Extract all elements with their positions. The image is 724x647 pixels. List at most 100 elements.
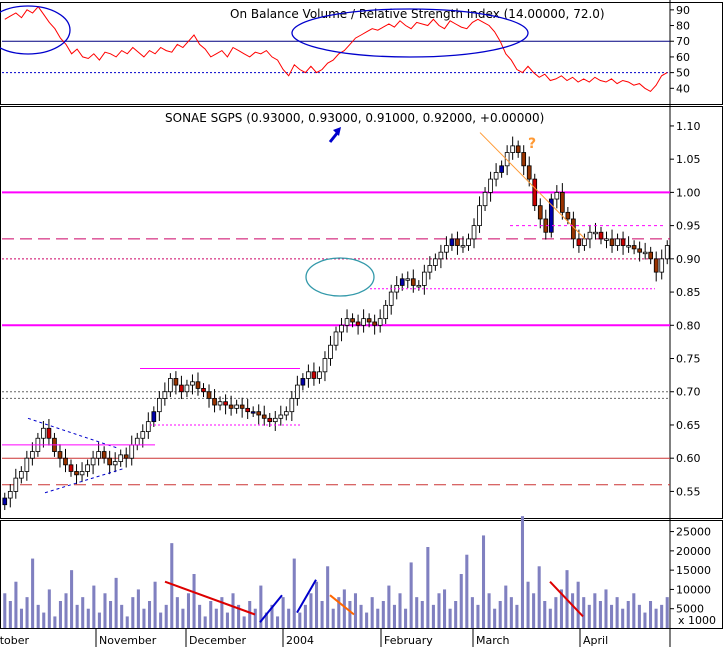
price-candle	[234, 399, 239, 414]
price-candle	[560, 183, 565, 220]
volume-bar	[42, 612, 46, 628]
price-candle	[631, 240, 637, 255]
volume-bar	[175, 597, 179, 628]
price-candle	[2, 492, 8, 511]
price-candle	[112, 452, 118, 473]
price-tick-label: 0.95	[676, 220, 701, 233]
price-candle	[123, 447, 129, 468]
volume-bar	[114, 577, 118, 628]
volume-bar	[571, 593, 575, 628]
price-candle	[543, 209, 549, 240]
volume-bar	[253, 608, 257, 628]
price-tick-label: 0.80	[676, 319, 701, 332]
downtrend-line	[479, 132, 586, 240]
price-ellipse-annotation	[305, 257, 375, 297]
volume-bar	[131, 597, 135, 628]
volume-tick-label: 5000	[676, 603, 704, 616]
volume-bar	[81, 597, 85, 628]
price-tick-label: 1.10	[676, 120, 701, 133]
volume-bar	[415, 597, 419, 628]
volume-bar	[58, 601, 62, 628]
volume-down-trendline	[164, 580, 256, 616]
volume-bar	[298, 612, 302, 628]
volume-bar	[621, 608, 625, 628]
price-candle	[24, 450, 30, 481]
volume-bar	[660, 604, 664, 628]
volume-bar	[326, 566, 330, 628]
price-title: SONAE SGPS (0.93000, 0.93000, 0.91000, 0…	[165, 111, 544, 125]
volume-tick-label: 15000	[676, 564, 711, 577]
volume-bar	[342, 589, 346, 628]
volume-bar	[225, 612, 229, 628]
price-candle	[510, 136, 515, 160]
price-candle	[46, 418, 52, 446]
price-candle	[488, 171, 493, 202]
volume-bar	[19, 608, 24, 628]
price-candle	[41, 420, 46, 448]
volume-bar	[353, 593, 358, 628]
volume-bar	[209, 601, 213, 628]
price-candle	[394, 276, 400, 300]
price-candle	[499, 160, 504, 178]
volume-bar	[109, 601, 113, 628]
volume-bar	[14, 581, 18, 628]
volume-bar	[70, 570, 74, 628]
x-axis: October November December 2004 February March…	[0, 628, 670, 647]
volume-panel: x 1000 5000 10000 15000 20000 25000	[3, 516, 716, 628]
price-candle	[482, 187, 488, 211]
price-candle	[604, 231, 609, 249]
price-candle	[140, 424, 146, 448]
price-candle	[648, 246, 654, 265]
volume-bar	[504, 585, 508, 628]
volume-bar	[242, 616, 246, 628]
price-candle	[145, 412, 151, 439]
price-candle	[118, 449, 124, 467]
price-candle	[228, 395, 234, 416]
price-candle	[626, 236, 631, 253]
price-candle	[582, 233, 587, 251]
volume-bar	[86, 608, 90, 628]
price-tick-label: 0.85	[676, 286, 701, 299]
price-candle	[184, 379, 190, 398]
price-candle	[339, 317, 344, 342]
price-candle	[521, 145, 527, 176]
volume-bar	[320, 601, 324, 628]
volume-bar	[281, 597, 285, 628]
price-candle	[223, 394, 228, 415]
volume-bar	[593, 593, 597, 628]
volume-bar	[53, 616, 57, 628]
volume-bar	[626, 601, 630, 628]
volume-bar	[147, 601, 152, 628]
volume-bar	[498, 601, 502, 628]
volume-bar	[481, 535, 486, 628]
volume-bar	[270, 604, 274, 628]
price-candle	[653, 251, 659, 282]
volume-bar	[520, 516, 525, 628]
volume-bar	[47, 589, 51, 628]
volume-bar	[64, 593, 68, 628]
price-candle	[350, 313, 355, 328]
price-candle	[471, 218, 477, 249]
price-candle	[427, 256, 433, 280]
volume-bar	[615, 597, 619, 628]
price-candle	[239, 397, 245, 418]
volume-bar	[31, 558, 35, 628]
volume-bar	[637, 604, 641, 628]
volume-bar	[120, 604, 124, 628]
price-candle	[576, 229, 582, 253]
volume-up-trendline	[296, 579, 317, 614]
price-tick-label: 0.65	[676, 419, 701, 432]
volume-bar	[348, 601, 352, 628]
rsi-tick-label: 40	[676, 82, 690, 95]
volume-bar	[420, 601, 424, 628]
volume-bar	[314, 581, 319, 628]
price-candle	[383, 300, 389, 324]
volume-bar	[97, 612, 101, 628]
price-candle	[433, 253, 438, 271]
price-candle	[157, 391, 162, 421]
volume-tick-label: 10000	[676, 583, 711, 596]
volume-bar	[136, 589, 140, 628]
price-candle	[201, 383, 206, 398]
price-candle	[289, 391, 295, 421]
volume-bar	[526, 581, 530, 628]
